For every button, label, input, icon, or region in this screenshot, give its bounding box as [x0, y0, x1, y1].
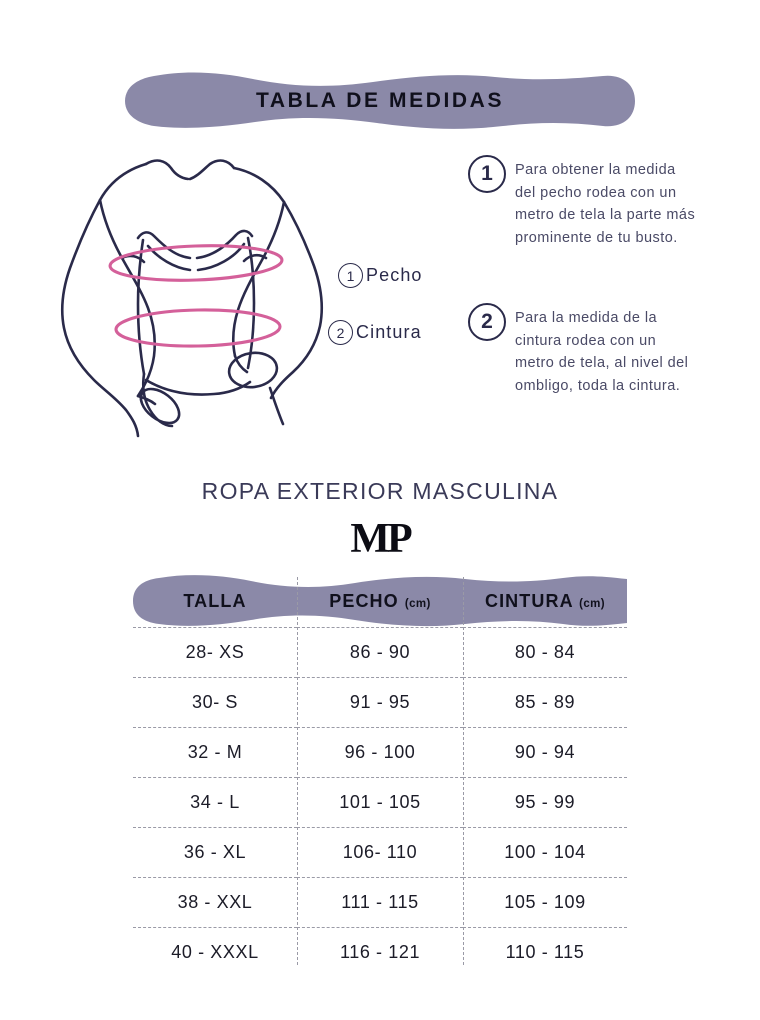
legend-label-pecho: Pecho — [366, 265, 423, 285]
cell-pecho: 106- 110 — [297, 827, 463, 878]
table-row: 34 - L 101 - 105 95 - 99 — [133, 777, 627, 828]
legend-label-cintura: Cintura — [356, 322, 422, 342]
instruction-badge-1: 1 — [468, 155, 506, 193]
table-row: 28- XS 86 - 90 80 - 84 — [133, 627, 627, 678]
table-header-wave-shape — [133, 575, 627, 627]
instruction-text-2: Para la medida de la cintura rodea con u… — [515, 310, 689, 394]
table-header-cintura-label: CINTURA — [484, 590, 574, 611]
legend-badge-2: 2 — [328, 320, 353, 345]
waist-measure-ring — [114, 308, 282, 348]
instruction-badge-2: 2 — [468, 303, 506, 341]
legend-item-cintura: 2 Cintura — [328, 320, 422, 345]
legend-badge-1: 1 — [338, 263, 363, 288]
table-header-banner — [133, 575, 627, 627]
cell-cintura: 110 - 115 — [463, 927, 627, 977]
table-header-talla: TALLA — [133, 575, 297, 628]
cell-talla: 32 - M — [133, 727, 297, 778]
torso-line-art — [60, 159, 324, 438]
cell-pecho: 116 - 121 — [297, 927, 463, 977]
cell-pecho: 111 - 115 — [297, 877, 463, 928]
cell-talla: 30- S — [133, 677, 297, 728]
brand-logo-mp: MP — [350, 516, 412, 562]
instruction-text-1: Para obtener la medida del pecho rodea c… — [515, 162, 696, 246]
table-header-cintura: CINTURA (cm) — [463, 575, 627, 628]
table-header-pecho: PECHO (cm) — [297, 575, 463, 628]
page-title: TABLA DE MEDIDAS — [255, 89, 505, 112]
cell-cintura: 90 - 94 — [463, 727, 627, 778]
male-torso-illustration — [38, 148, 358, 443]
cell-talla: 36 - XL — [133, 827, 297, 878]
cell-pecho: 96 - 100 — [297, 727, 463, 778]
page-title-banner: TABLA DE MEDIDAS — [125, 72, 635, 130]
size-table: TALLA PECHO (cm) CINTURA (cm) 28- XS 86 … — [133, 575, 627, 977]
banner-wave-shape — [125, 72, 635, 129]
table-header-talla-label: TALLA — [183, 590, 247, 611]
table-row: 30- S 91 - 95 85 - 89 — [133, 677, 627, 728]
table-header-pecho-label: PECHO — [329, 590, 399, 611]
table-header-pecho-unit: (cm) — [404, 597, 431, 610]
chest-measure-ring — [108, 244, 284, 282]
cell-pecho: 86 - 90 — [297, 627, 463, 678]
cell-cintura: 85 - 89 — [463, 677, 627, 728]
table-column-divider-1 — [297, 577, 298, 965]
cell-talla: 34 - L — [133, 777, 297, 828]
cell-pecho: 101 - 105 — [297, 777, 463, 828]
cell-cintura: 80 - 84 — [463, 627, 627, 678]
instruction-item-2: 2 Para la medida de la cintura rodea con… — [468, 303, 698, 397]
cell-talla: 28- XS — [133, 627, 297, 678]
cell-cintura: 100 - 104 — [463, 827, 627, 878]
table-header-cintura-unit: (cm) — [579, 597, 606, 610]
section-title: ROPA EXTERIOR MASCULINA — [201, 478, 559, 504]
cell-talla: 40 - XXXL — [133, 927, 297, 977]
table-row: 32 - M 96 - 100 90 - 94 — [133, 727, 627, 778]
table-row: 38 - XXL 111 - 115 105 - 109 — [133, 877, 627, 928]
table-header-row: TALLA PECHO (cm) CINTURA (cm) — [133, 575, 627, 628]
cell-cintura: 95 - 99 — [463, 777, 627, 828]
table-row: 36 - XL 106- 110 100 - 104 — [133, 827, 627, 878]
cell-cintura: 105 - 109 — [463, 877, 627, 928]
cell-pecho: 91 - 95 — [297, 677, 463, 728]
instruction-item-1: 1 Para obtener la medida del pecho rodea… — [468, 155, 698, 249]
legend-item-pecho: 1 Pecho — [338, 263, 423, 288]
table-row: 40 - XXXL 116 - 121 110 - 115 — [133, 927, 627, 977]
table-column-divider-2 — [463, 577, 464, 965]
size-table-grid: TALLA PECHO (cm) CINTURA (cm) 28- XS 86 … — [133, 575, 627, 977]
cell-talla: 38 - XXL — [133, 877, 297, 928]
